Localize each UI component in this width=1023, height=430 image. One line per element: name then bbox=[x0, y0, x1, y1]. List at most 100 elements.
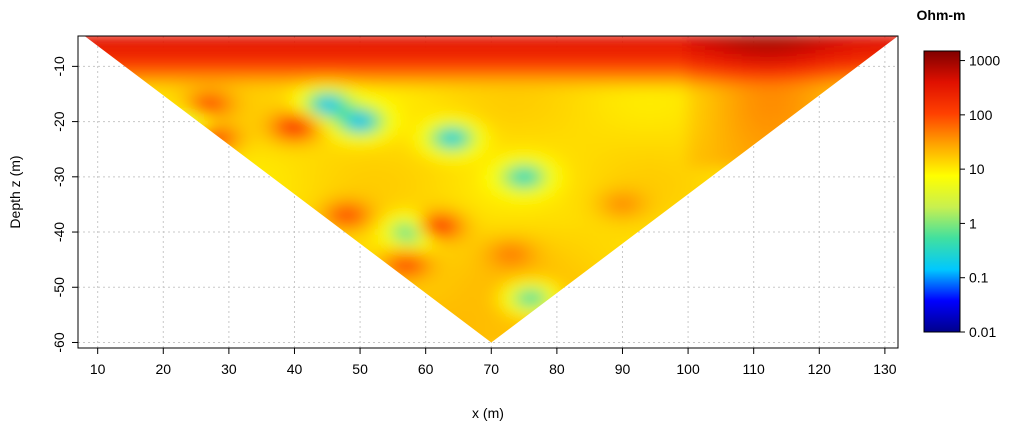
resistivity-cell bbox=[218, 182, 229, 188]
resistivity-cell bbox=[466, 182, 477, 188]
resistivity-cell bbox=[328, 107, 339, 114]
resistivity-cell bbox=[264, 182, 275, 188]
resistivity-cell bbox=[695, 36, 706, 39]
resistivity-cell bbox=[346, 291, 357, 298]
resistivity-cell bbox=[493, 112, 504, 119]
resistivity-cell bbox=[126, 316, 137, 323]
resistivity-cell bbox=[457, 227, 467, 233]
resistivity-cell bbox=[71, 182, 81, 188]
resistivity-cell bbox=[778, 127, 789, 134]
resistivity-cell bbox=[732, 336, 743, 342]
resistivity-cell bbox=[392, 147, 403, 154]
resistivity-cell bbox=[190, 197, 201, 203]
resistivity-cell bbox=[71, 88, 81, 94]
resistivity-cell bbox=[190, 271, 201, 278]
resistivity-cell bbox=[686, 77, 697, 84]
resistivity-cell bbox=[668, 316, 679, 323]
resistivity-cell bbox=[549, 152, 559, 159]
resistivity-cell bbox=[585, 261, 596, 268]
resistivity-cell bbox=[705, 212, 715, 218]
resistivity-cell bbox=[411, 117, 422, 124]
resistivity-cell bbox=[723, 296, 734, 303]
resistivity-cell bbox=[245, 82, 256, 89]
resistivity-cell bbox=[650, 246, 660, 253]
resistivity-cell bbox=[291, 43, 302, 49]
resistivity-cell bbox=[640, 142, 651, 149]
resistivity-cell bbox=[209, 271, 219, 278]
resistivity-cell bbox=[659, 92, 669, 99]
resistivity-cell bbox=[714, 122, 725, 129]
resistivity-cell bbox=[650, 53, 660, 59]
resistivity-cell bbox=[686, 157, 697, 164]
resistivity-cell bbox=[319, 177, 330, 183]
resistivity-cell bbox=[640, 147, 651, 154]
resistivity-cell bbox=[108, 256, 118, 263]
resistivity-cell bbox=[374, 192, 385, 198]
resistivity-cell bbox=[493, 77, 504, 84]
resistivity-cell bbox=[126, 296, 137, 303]
resistivity-cell bbox=[429, 251, 440, 258]
resistivity-cell bbox=[695, 311, 706, 318]
resistivity-cell bbox=[356, 271, 366, 278]
resistivity-cell bbox=[98, 63, 109, 69]
resistivity-cell bbox=[126, 256, 137, 263]
resistivity-cell bbox=[567, 192, 578, 198]
resistivity-cell bbox=[402, 306, 412, 313]
resistivity-cell bbox=[484, 97, 495, 104]
resistivity-cell bbox=[172, 346, 182, 352]
resistivity-cell bbox=[732, 152, 743, 159]
resistivity-cell bbox=[346, 227, 357, 233]
resistivity-cell bbox=[677, 251, 688, 258]
resistivity-cell bbox=[760, 336, 771, 342]
resistivity-cell bbox=[695, 246, 706, 253]
resistivity-cell bbox=[374, 162, 385, 169]
resistivity-cell bbox=[98, 107, 109, 114]
resistivity-cell bbox=[282, 266, 293, 273]
resistivity-cell bbox=[264, 232, 275, 238]
resistivity-cell bbox=[732, 82, 743, 89]
resistivity-cell bbox=[84, 122, 91, 129]
resistivity-cell bbox=[640, 336, 651, 342]
resistivity-cell bbox=[190, 251, 201, 258]
resistivity-cell bbox=[209, 167, 219, 173]
resistivity-cell bbox=[245, 112, 256, 119]
resistivity-cell bbox=[714, 326, 725, 333]
resistivity-cell bbox=[484, 326, 495, 333]
resistivity-cell bbox=[741, 316, 752, 323]
resistivity-cell bbox=[301, 212, 311, 218]
resistivity-cell bbox=[181, 63, 192, 69]
resistivity-cell bbox=[622, 102, 633, 109]
resistivity-cell bbox=[291, 172, 302, 178]
resistivity-cell bbox=[741, 68, 752, 74]
resistivity-cell bbox=[733, 346, 743, 352]
resistivity-cell bbox=[374, 336, 385, 342]
resistivity-cell bbox=[686, 132, 697, 139]
resistivity-cell bbox=[705, 336, 715, 342]
resistivity-cell bbox=[319, 157, 330, 164]
resistivity-cell bbox=[383, 202, 394, 208]
resistivity-cell bbox=[751, 336, 761, 342]
resistivity-cell bbox=[346, 197, 357, 203]
resistivity-cell bbox=[337, 232, 348, 238]
resistivity-cell bbox=[337, 53, 348, 59]
resistivity-cell bbox=[466, 107, 477, 114]
resistivity-cell bbox=[337, 237, 348, 243]
resistivity-cell bbox=[181, 77, 192, 84]
resistivity-cell bbox=[71, 68, 81, 74]
resistivity-cell bbox=[659, 291, 669, 298]
resistivity-cell bbox=[457, 232, 467, 238]
resistivity-cell bbox=[255, 217, 265, 223]
resistivity-cell bbox=[760, 192, 771, 198]
resistivity-cell bbox=[301, 53, 311, 59]
resistivity-cell bbox=[236, 281, 247, 288]
resistivity-cell bbox=[429, 172, 440, 178]
resistivity-cell bbox=[402, 251, 412, 258]
resistivity-cell bbox=[310, 192, 321, 198]
resistivity-cell bbox=[301, 217, 311, 223]
resistivity-cell bbox=[71, 232, 81, 238]
resistivity-cell bbox=[310, 157, 321, 164]
resistivity-cell bbox=[466, 68, 477, 74]
resistivity-cell bbox=[84, 336, 91, 342]
resistivity-cell bbox=[411, 251, 422, 258]
resistivity-cell bbox=[346, 331, 357, 338]
